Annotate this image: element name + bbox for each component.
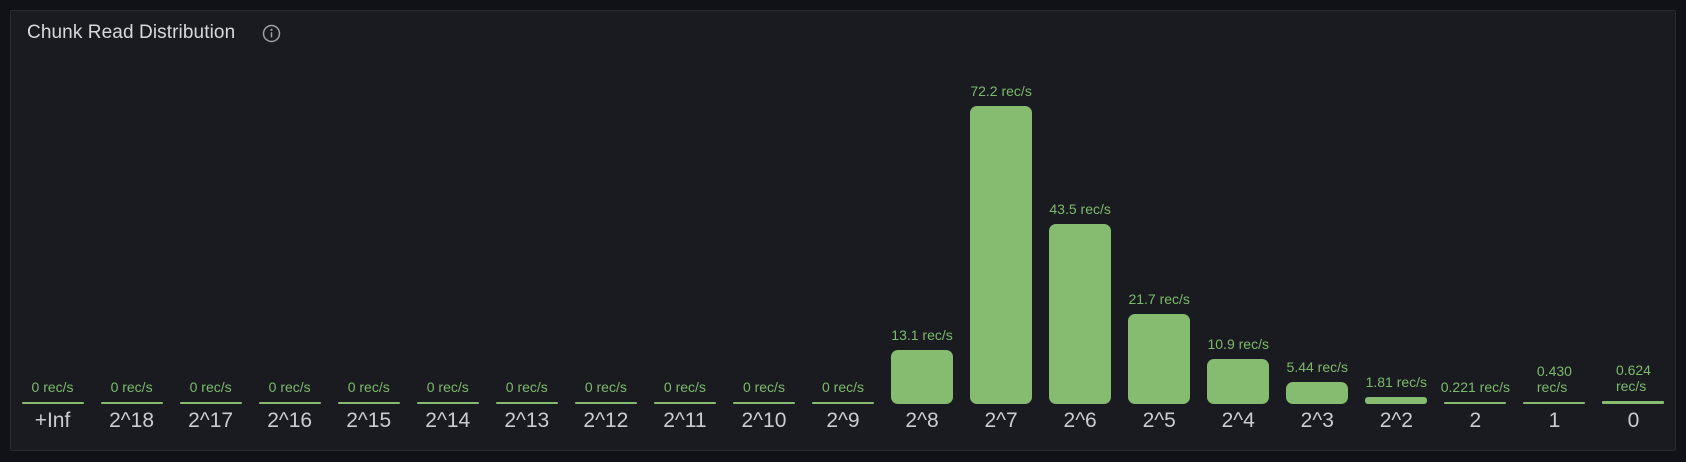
x-axis-labels: +Inf 2^18 2^17 2^16 2^15 2^14 2^13 2^12 2^11 2^10…	[13, 408, 1673, 434]
bar-slot-2^9: 0 rec/s	[803, 379, 882, 404]
bar-0	[1602, 401, 1665, 404]
bar-slot-2^10: 0 rec/s	[724, 379, 803, 404]
value-label: 0 rec/s	[189, 379, 232, 395]
value-label: 0.624 rec/s	[1615, 362, 1651, 394]
value-label: 0.221 rec/s	[1440, 379, 1510, 395]
category-label-2^16: 2^16	[267, 409, 313, 432]
bar-slot-2^3: 5.44 rec/s	[1278, 359, 1357, 404]
category-label-2^17: 2^17	[188, 409, 234, 432]
value-label: 0.430 rec/s	[1536, 363, 1572, 395]
value-label: 0 rec/s	[742, 379, 785, 395]
value-label: 0 rec/s	[110, 379, 153, 395]
value-label: 0 rec/s	[821, 379, 864, 395]
category-label-2^6: 2^6	[1063, 409, 1097, 432]
bar-slot-2^13: 0 rec/s	[487, 379, 566, 404]
bar-slot-1: 0.430 rec/s	[1515, 363, 1594, 404]
category-label-0: 0	[1627, 409, 1640, 432]
category-label-2^15: 2^15	[346, 409, 392, 432]
bar-+Inf	[21, 402, 84, 404]
bar-slot-2^15: 0 rec/s	[329, 379, 408, 404]
value-label: 43.5 rec/s	[1049, 201, 1111, 217]
category-label-1: 1	[1548, 409, 1561, 432]
bar-slot-2^4: 10.9 rec/s	[1199, 336, 1278, 404]
value-label: 0 rec/s	[426, 379, 469, 395]
category-label-2^14: 2^14	[425, 409, 471, 432]
value-label: 13.1 rec/s	[891, 327, 953, 343]
category-label-2^10: 2^10	[741, 409, 787, 432]
value-label: 0 rec/s	[505, 379, 548, 395]
bar-2^7	[970, 106, 1033, 404]
bar-slot-2^2: 1.81 rec/s	[1357, 374, 1436, 404]
value-label: 0 rec/s	[31, 379, 74, 395]
bar-slot-+Inf: 0 rec/s	[13, 379, 92, 404]
category-label-2^3: 2^3	[1300, 409, 1334, 432]
info-circle-icon[interactable]	[262, 24, 281, 43]
bars-area: 0 rec/s 0 rec/s 0 rec/s 0 rec/s 0 rec/s 0 rec…	[13, 11, 1673, 404]
value-label: 0 rec/s	[663, 379, 706, 395]
category-label-2^4: 2^4	[1221, 409, 1255, 432]
bar-2^6	[1049, 224, 1112, 404]
bar-slot-0: 0.624 rec/s	[1594, 362, 1673, 404]
bar-2^13	[495, 402, 558, 404]
bar-slot-2^6: 43.5 rec/s	[1041, 201, 1120, 404]
category-label-2^13: 2^13	[504, 409, 550, 432]
value-label: 21.7 rec/s	[1128, 291, 1190, 307]
bar-slot-2^5: 21.7 rec/s	[1120, 291, 1199, 404]
bar-2^16	[258, 402, 321, 404]
value-label: 0 rec/s	[584, 379, 627, 395]
bar-slot-2^7: 72.2 rec/s	[962, 83, 1041, 404]
category-label-2: 2	[1469, 409, 1482, 432]
category-label-2^18: 2^18	[109, 409, 155, 432]
bar-slot-2^17: 0 rec/s	[171, 379, 250, 404]
value-label: 10.9 rec/s	[1207, 336, 1269, 352]
bar-2^2	[1365, 397, 1428, 404]
bar-chart: 0 rec/s 0 rec/s 0 rec/s 0 rec/s 0 rec/s 0 rec…	[13, 11, 1673, 450]
category-label-2^11: 2^11	[663, 409, 707, 432]
panel-title[interactable]: Chunk Read Distribution	[27, 22, 236, 43]
value-label: 0 rec/s	[347, 379, 390, 395]
bar-slot-2: 0.221 rec/s	[1436, 379, 1515, 404]
bar-slot-2^16: 0 rec/s	[250, 379, 329, 404]
value-label: 5.44 rec/s	[1286, 359, 1349, 375]
bar-2^14	[416, 402, 479, 404]
value-label: 72.2 rec/s	[970, 83, 1032, 99]
bar-slot-2^14: 0 rec/s	[408, 379, 487, 404]
bar-2^17	[179, 402, 242, 404]
bar-2^4	[1207, 359, 1270, 404]
bar-slot-2^11: 0 rec/s	[645, 379, 724, 404]
category-label-2^9: 2^9	[826, 409, 860, 432]
bar-2^10	[732, 402, 795, 404]
panel-header: Chunk Read Distribution	[27, 21, 281, 45]
category-label-+Inf: +Inf	[34, 409, 71, 432]
category-label-2^12: 2^12	[583, 409, 629, 432]
bar-2^3	[1286, 382, 1349, 404]
category-label-2^7: 2^7	[984, 409, 1018, 432]
bar-2^11	[653, 402, 716, 404]
bar-1	[1523, 402, 1586, 404]
bar-slot-2^12: 0 rec/s	[566, 379, 645, 404]
bar-2^12	[574, 402, 637, 404]
category-label-2^2: 2^2	[1379, 409, 1413, 432]
bar-2^8	[891, 350, 954, 404]
category-label-2^8: 2^8	[905, 409, 939, 432]
bar-slot-2^8: 13.1 rec/s	[883, 327, 962, 404]
category-label-2^5: 2^5	[1142, 409, 1176, 432]
bar-2^15	[337, 402, 400, 404]
chunk-read-distribution-panel: Chunk Read Distribution 0 rec/s 0 rec/s 0 …	[10, 10, 1676, 451]
value-label: 0 rec/s	[268, 379, 311, 395]
bar-slot-2^18: 0 rec/s	[92, 379, 171, 404]
bar-2^9	[811, 402, 874, 404]
bar-2^18	[100, 402, 163, 404]
bar-2^5	[1128, 314, 1191, 404]
value-label: 1.81 rec/s	[1365, 374, 1428, 390]
bar-2	[1444, 402, 1507, 404]
